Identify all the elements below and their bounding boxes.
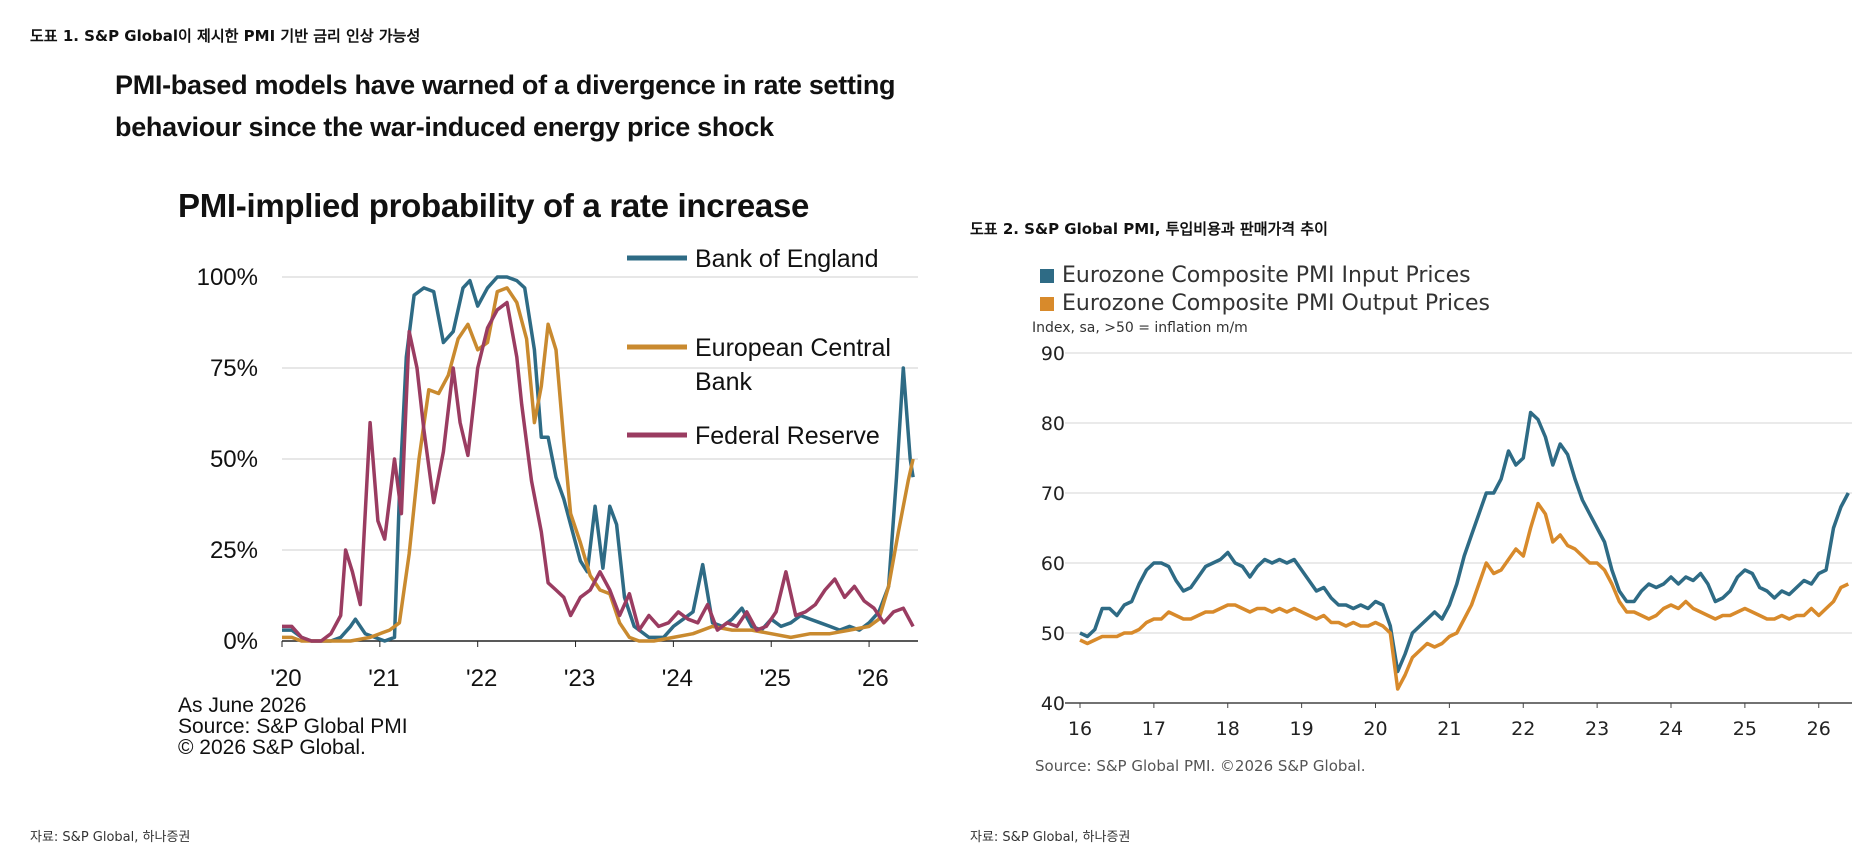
chart1-plot: 0% 25% 50% 75% 100% '20 '21 '22 '23 '24 '25 '26 Bank…	[197, 245, 918, 692]
chart2-x-tick-label: 18	[1216, 718, 1240, 740]
figure2-caption: 도표 2. S&P Global PMI, 투입비용과 판매가격 추이	[970, 220, 1328, 238]
chart1-x-tick-label: '20	[270, 665, 301, 692]
chart1-y-tick-label: 0%	[223, 628, 258, 655]
chart2-x-tick-label: 20	[1363, 718, 1387, 740]
chart2-x-tick-label: 21	[1437, 718, 1461, 740]
chart2-legend: Eurozone Composite PMI Input Prices Euro…	[1040, 262, 1490, 318]
chart1-legend-label-federal-reserve: Federal Reserve	[695, 422, 880, 450]
chart1-footnotes: As June 2026 Source: S&P Global PMI © 20…	[178, 695, 408, 758]
figure1-caption: 도표 1. S&P Global이 제시한 PMI 기반 금리 인상 가능성	[30, 27, 421, 45]
chart2-legend-item-input: Eurozone Composite PMI Input Prices	[1040, 262, 1490, 290]
chart1-footnote-date: As June 2026	[178, 694, 307, 717]
chart2-x-tick-label: 16	[1068, 718, 1092, 740]
chart2-x-tick-label: 19	[1290, 718, 1314, 740]
chart1-y-tick-label: 100%	[197, 264, 258, 291]
chart2-x-tick-label: 26	[1807, 718, 1831, 740]
chart1-x-tick-label: '25	[760, 665, 791, 692]
chart2-y-tick-label: 80	[1041, 413, 1065, 435]
chart1-series-line-federal-reserve	[282, 300, 915, 643]
chart1-y-tick-label: 75%	[210, 355, 258, 382]
figure1-source: 자료: S&P Global, 하나증권	[30, 830, 191, 845]
legend-swatch-output	[1040, 297, 1054, 311]
chart1-x-tick-label: '22	[466, 665, 497, 692]
chart1-headline-line1: PMI-based models have warned of a diverg…	[115, 70, 896, 100]
chart2-x-tick-label: 24	[1659, 718, 1683, 740]
chart2-x-tick-label: 22	[1511, 718, 1535, 740]
chart2-series-line-eurozone-composite-pmi-input-prices	[1079, 410, 1850, 674]
chart1-x-tick-label: '21	[368, 665, 399, 692]
chart1-x-tick-label: '23	[564, 665, 595, 692]
chart1-legend-label-european-central-bank: European Central Bank	[695, 334, 891, 396]
chart1-footnote-source: Source: S&P Global PMI	[178, 715, 408, 738]
chart2-x-tick-label: 23	[1585, 718, 1609, 740]
chart2-y-tick-label: 50	[1041, 623, 1065, 645]
figure2-source: 자료: S&P Global, 하나증권	[970, 830, 1131, 845]
chart2-index-label: Index, sa, >50 = inflation m/m	[1032, 320, 1248, 336]
chart2-y-tick-label: 70	[1041, 483, 1065, 505]
chart1-headline-line2: behaviour since the war-induced energy p…	[115, 112, 774, 142]
chart2-y-tick-label: 60	[1041, 553, 1065, 575]
chart2-x-tick-label: 25	[1733, 718, 1757, 740]
chart2-series-line-eurozone-composite-pmi-output-prices	[1079, 501, 1850, 691]
chart2-legend-item-output: Eurozone Composite PMI Output Prices	[1040, 290, 1490, 318]
chart1-x-tick-label: '26	[857, 665, 888, 692]
chart2-x-tick-label: 17	[1142, 718, 1166, 740]
chart2-y-tick-label: 40	[1041, 693, 1065, 715]
chart1-legend-label-bank-of-england: Bank of England	[695, 245, 878, 273]
chart2-source: Source: S&P Global PMI. ©2026 S&P Global…	[1035, 757, 1366, 775]
chart1-y-tick-label: 50%	[210, 446, 258, 473]
legend-label-output: Eurozone Composite PMI Output Prices	[1062, 291, 1491, 316]
chart1-headline: PMI-based models have warned of a diverg…	[115, 64, 1015, 148]
chart2-y-tick-label: 90	[1041, 343, 1065, 365]
chart1-x-tick-label: '24	[662, 665, 693, 692]
chart1-y-tick-label: 25%	[210, 537, 258, 564]
chart1-series-line-european-central-bank	[282, 286, 915, 643]
legend-label-input: Eurozone Composite PMI Input Prices	[1062, 263, 1471, 288]
chart1-title: PMI-implied probability of a rate increa…	[178, 187, 810, 224]
legend-swatch-input	[1040, 269, 1054, 283]
chart1-footnote-copyright: © 2026 S&P Global.	[178, 736, 366, 759]
